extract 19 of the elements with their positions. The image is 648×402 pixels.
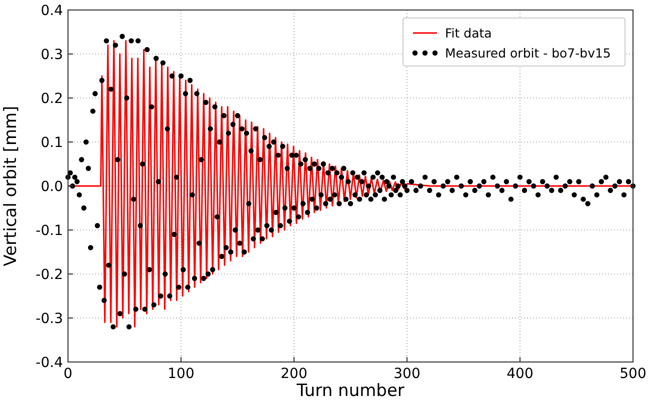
x-tick-label: 500 xyxy=(620,366,646,382)
x-axis-title: Turn number xyxy=(296,381,404,401)
y-tick-label: -0.2 xyxy=(36,267,63,283)
y-tick-label: -0.4 xyxy=(36,355,64,371)
x-tick-label: 300 xyxy=(394,366,420,382)
y-tick-label: 0.4 xyxy=(40,3,64,19)
x-tick-label: 200 xyxy=(280,366,308,382)
y-tick-label: 0.3 xyxy=(40,47,63,63)
y-axis-title: Vertical orbit [mm] xyxy=(1,106,21,266)
y-tick-label: -0.1 xyxy=(36,223,63,239)
y-tick-label: 0.0 xyxy=(40,179,63,195)
y-tick-label: 0.1 xyxy=(40,135,63,151)
x-tick-label: 100 xyxy=(168,366,194,382)
y-tick-label: 0.2 xyxy=(40,91,63,107)
legend-label: Fit data xyxy=(445,26,492,40)
x-tick-label: 0 xyxy=(64,366,72,382)
legend-label: Measured orbit - bo7-bv15 xyxy=(445,46,611,60)
x-tick-label: 400 xyxy=(506,366,534,382)
y-tick-label: -0.3 xyxy=(36,311,63,327)
